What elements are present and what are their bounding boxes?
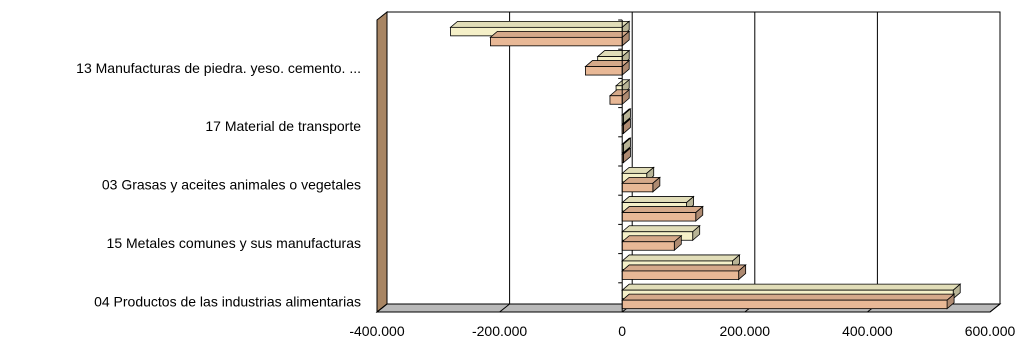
- bar-top-face: [621, 196, 695, 203]
- x-tick-label: 600.000: [965, 323, 1016, 339]
- bar: [621, 270, 740, 280]
- bar-top-face: [621, 235, 683, 243]
- x-tick-label: -200.000: [472, 323, 527, 339]
- bar-top-face: [489, 30, 631, 38]
- x-tick-label: 400.000: [842, 323, 893, 339]
- bar: [585, 66, 623, 76]
- bar: [609, 95, 623, 105]
- bar-top-face: [621, 293, 956, 301]
- bar-top-face: [621, 206, 704, 213]
- x-tick-label: 200.000: [719, 323, 770, 339]
- bar-top-face: [449, 20, 631, 28]
- bar: [621, 241, 675, 251]
- category-label: 17 Material de transporte: [205, 118, 361, 134]
- bar-top-face: [621, 283, 962, 291]
- category-label: 13 Manufacturas de piedra. yeso. cemento…: [76, 60, 361, 76]
- bar: [621, 212, 697, 222]
- floor-gridline: [989, 303, 1001, 313]
- bar: [621, 182, 654, 193]
- bar-top-face: [621, 254, 741, 262]
- category-label: 15 Metales comunes y sus manufacturas: [107, 235, 361, 251]
- bar: [490, 36, 623, 47]
- bar: [621, 299, 948, 310]
- floor-gridline: [376, 303, 388, 313]
- bar-top-face: [621, 225, 701, 233]
- category-label: 04 Productos de las industrias alimentar…: [94, 293, 361, 309]
- side-wall: [376, 10, 388, 314]
- category-label: 03 Grasas y aceites animales o vegetales: [102, 177, 361, 193]
- bar-top-face: [621, 264, 747, 272]
- floor-gridline: [499, 303, 510, 313]
- x-tick-label: 0: [618, 323, 626, 339]
- x-tick-label: -400.000: [349, 323, 404, 339]
